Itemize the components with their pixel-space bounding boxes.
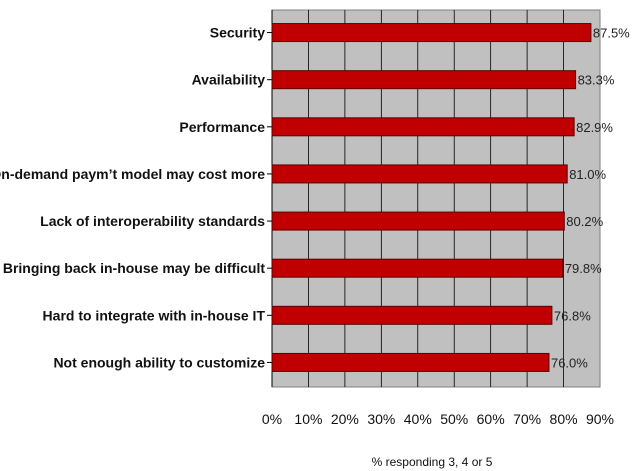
bar bbox=[271, 352, 550, 372]
x-tick-label: 90% bbox=[586, 411, 614, 427]
plot-area bbox=[271, 9, 601, 388]
category-label: Lack of interoperability standards bbox=[40, 213, 265, 229]
data-label: 76.8% bbox=[554, 308, 591, 323]
x-tick-label: 20% bbox=[331, 411, 359, 427]
x-tick-labels: 0% 10% 20% 30% 40% 50% 60% 70% 80% 90% bbox=[262, 411, 614, 427]
bar bbox=[271, 305, 553, 325]
x-tick-label: 80% bbox=[550, 411, 578, 427]
x-tick-label: 70% bbox=[513, 411, 541, 427]
data-label: 81.0% bbox=[569, 167, 606, 182]
x-tick-label: 10% bbox=[294, 411, 322, 427]
data-label: 76.0% bbox=[551, 355, 588, 370]
category-label: Performance bbox=[179, 119, 265, 135]
bar bbox=[271, 258, 564, 278]
bar bbox=[271, 70, 577, 90]
x-tick-label: 30% bbox=[367, 411, 395, 427]
data-label: 80.2% bbox=[566, 214, 603, 229]
bar bbox=[271, 164, 568, 184]
category-label: On-demand paym’t model may cost more bbox=[0, 166, 265, 182]
data-label: 87.5% bbox=[593, 26, 630, 41]
data-label: 82.9% bbox=[576, 120, 613, 135]
x-tick-label: 60% bbox=[477, 411, 505, 427]
category-label: Security bbox=[210, 25, 265, 41]
x-tick-label: 40% bbox=[404, 411, 432, 427]
x-tick-label: 0% bbox=[262, 411, 282, 427]
category-label: Availability bbox=[192, 72, 266, 88]
bar bbox=[271, 23, 592, 43]
category-labels: Security Availability Performance On-demand… bbox=[0, 25, 265, 371]
x-tick-label: 50% bbox=[440, 411, 468, 427]
category-label: Not enough ability to customize bbox=[53, 354, 265, 370]
x-axis-title: % responding 3, 4 or 5 bbox=[372, 455, 493, 469]
data-label: 79.8% bbox=[565, 261, 602, 276]
data-label: 83.3% bbox=[578, 73, 615, 88]
category-label: Hard to integrate with in-house IT bbox=[43, 307, 266, 323]
bars: 87.5% 83.3% 82.9% 81.0% 80.2% 79.8% 76.8% 76.0% bbox=[271, 23, 630, 372]
bar bbox=[271, 211, 565, 231]
category-label: Bringing back in-house may be difficult bbox=[3, 260, 265, 276]
bar bbox=[271, 117, 575, 137]
